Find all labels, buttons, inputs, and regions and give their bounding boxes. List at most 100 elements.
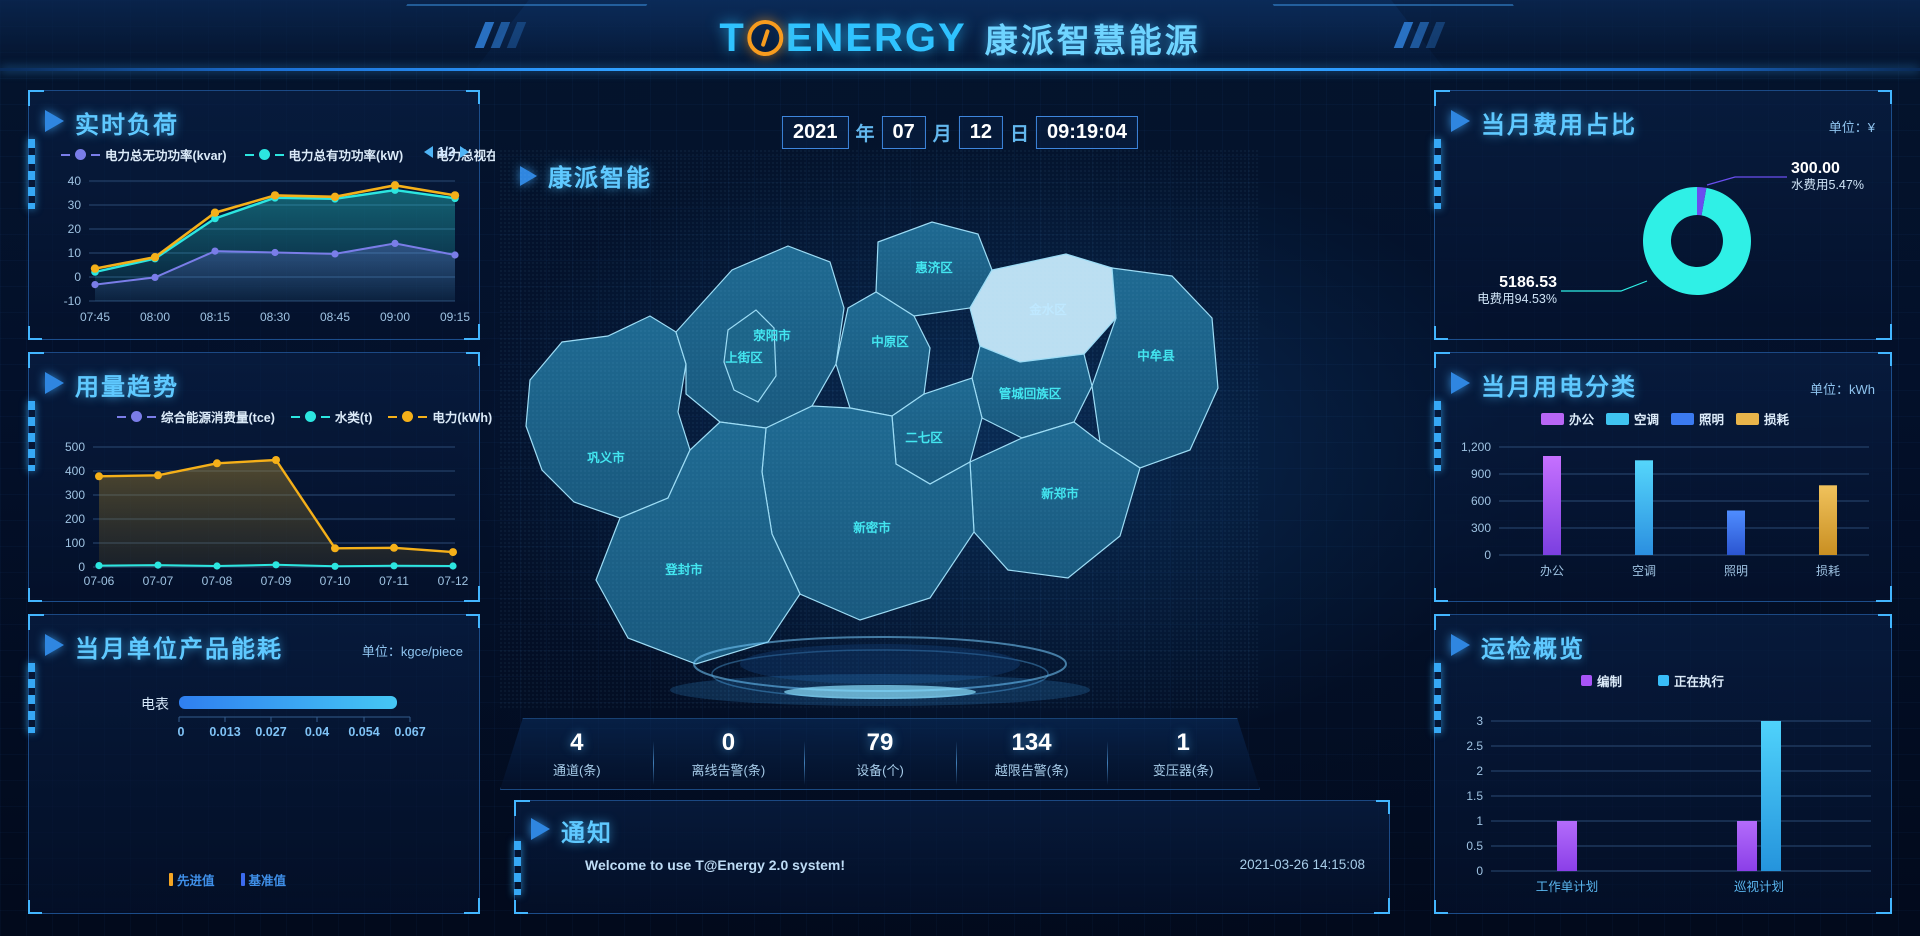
svg-text:07-11: 07-11 <box>379 574 409 588</box>
svg-text:1: 1 <box>1476 814 1483 828</box>
svg-text:-10: -10 <box>64 294 82 308</box>
svg-text:07-08: 07-08 <box>202 574 233 588</box>
map-label-shangjie: 上街区 <box>725 350 763 365</box>
pie-value-water: 300.00 <box>1791 160 1840 177</box>
legend-item-1[interactable]: 水类(t) <box>290 407 373 426</box>
chart-power-class: 1,200 900 600 300 0 办公 空调 照明 损耗 <box>1461 440 1869 578</box>
xtick-hvac: 空调 <box>1632 564 1656 578</box>
legend-item-lighting[interactable]: 照明 <box>1671 409 1724 428</box>
unit-energy-row-label: 电表 <box>141 696 169 712</box>
map-label-dengfeng: 登封市 <box>664 562 703 577</box>
svg-text:07-07: 07-07 <box>143 574 174 588</box>
svg-text:900: 900 <box>1471 467 1491 481</box>
xtick-patrol: 巡视计划 <box>1734 879 1784 894</box>
svg-text:600: 600 <box>1471 494 1491 508</box>
xtick-worksheet: 工作单计划 <box>1536 880 1599 894</box>
bar-office[interactable] <box>1543 456 1561 555</box>
panel-rail <box>1434 139 1441 209</box>
stat-value: 1 <box>1176 729 1190 756</box>
map-region-gongyi[interactable] <box>525 315 691 519</box>
map-label-zhongmou: 中牟县 <box>1137 348 1175 363</box>
xtick-office: 办公 <box>1540 563 1564 578</box>
stat-item-channels[interactable]: 4 通道(条) <box>501 729 653 779</box>
svg-text:09:15: 09:15 <box>440 310 470 324</box>
bar-loss[interactable] <box>1819 485 1837 555</box>
svg-text:40: 40 <box>68 174 82 188</box>
map-regions-group[interactable] <box>525 221 1219 665</box>
bar-patrol-drafted[interactable] <box>1737 821 1757 871</box>
stat-item-offline-alarms[interactable]: 0 离线告警(条) <box>652 729 805 785</box>
panel-title-realtime-load: 实时负荷 <box>75 112 179 139</box>
legend-item-loss[interactable]: 损耗 <box>1736 409 1789 428</box>
map-label-erqi: 二七区 <box>905 431 943 445</box>
legend-item-hvac[interactable]: 空调 <box>1606 409 1659 428</box>
stat-item-transformers[interactable]: 1 变压器(条) <box>1107 729 1259 785</box>
stat-value: 4 <box>570 729 584 756</box>
panel-usage-trend: 用量趋势 综合能源消费量(tce) 水类(t) 电力(kWh) <box>28 352 492 602</box>
svg-text:300: 300 <box>65 488 85 502</box>
map-label-huiji: 惠济区 <box>915 260 953 275</box>
bar-worksheet-drafted[interactable] <box>1557 821 1577 871</box>
panel-ops-overview: 运检概览 编制 正在执行 3 2.5 <box>1434 614 1892 914</box>
bar-patrol-executing[interactable] <box>1761 721 1781 871</box>
panel-title-unit-energy: 当月单位产品能耗 <box>75 636 283 663</box>
stat-label: 设备(个) <box>856 763 904 778</box>
svg-text:0.5: 0.5 <box>1466 839 1483 853</box>
legend-ops-overview: 编制 正在执行 <box>1581 671 1724 690</box>
legend-label-loss: 损耗 <box>1764 413 1790 427</box>
legend-label-advanced: 先进值 <box>177 874 215 888</box>
legend-label-hvac: 空调 <box>1634 413 1660 427</box>
legend-item-1[interactable]: 电力总有功功率(kW) <box>244 145 404 164</box>
header-decoration-right <box>1393 22 1446 48</box>
legend-item-baseline[interactable]: 基准值 <box>240 870 287 889</box>
unit-energy-bar <box>179 696 397 709</box>
svg-text:200: 200 <box>65 512 85 526</box>
legend-item-advanced[interactable]: 先进值 <box>169 870 215 889</box>
brand-name-en: T ENERGY <box>719 16 966 61</box>
legend-label-2: 电力(kWh) <box>432 411 493 425</box>
legend-item-executing[interactable]: 正在执行 <box>1658 671 1724 690</box>
bar-lighting[interactable] <box>1727 510 1745 556</box>
panel-arrow-icon <box>45 634 64 656</box>
legend-label-lighting: 照明 <box>1699 413 1725 427</box>
bar-hvac[interactable] <box>1635 460 1653 555</box>
svg-text:2: 2 <box>1476 764 1483 778</box>
pager-next-icon[interactable] <box>460 146 469 158</box>
svg-text:0: 0 <box>78 560 85 574</box>
brand-suffix: ENERGY <box>785 15 967 60</box>
chart-ops-overview: 3 2.5 2 1.5 1 0.5 0 工作单计划 巡视计划 <box>1466 714 1871 894</box>
brand-logo: T ENERGY 康派智慧能源 <box>719 14 1200 62</box>
panel-arrow-icon <box>1451 110 1470 132</box>
pager-prev-icon[interactable] <box>423 146 433 158</box>
stat-label: 变压器(条) <box>1152 763 1214 778</box>
svg-text:0.013: 0.013 <box>209 725 240 739</box>
panel-unit-energy: 当月单位产品能耗 单位：kgce/piece 电表 0 0.013 0.027 0.… <box>28 614 480 914</box>
legend-item-2[interactable]: 电力(kWh) <box>388 407 492 426</box>
pie-slice-water[interactable] <box>1697 187 1707 216</box>
notice-message[interactable]: Welcome to use T@Energy 2.0 system! <box>585 857 846 873</box>
legend-item-0[interactable]: 电力总无功功率(kvar) <box>61 145 227 164</box>
stat-label: 越限告警(条) <box>994 763 1069 778</box>
svg-text:10: 10 <box>68 246 82 260</box>
stat-item-devices[interactable]: 79 设备(个) <box>804 729 956 785</box>
region-map[interactable]: 巩义市 荥阳市 上街区 惠济区 中原区 金水区 中牟县 管城回族区 二七区 新密… <box>500 150 1260 710</box>
stat-item-limit-alarms[interactable]: 134 越限告警(条) <box>955 729 1108 785</box>
xtick-loss: 损耗 <box>1816 564 1840 578</box>
stat-value: 0 <box>721 729 736 756</box>
map-svg[interactable]: 巩义市 荥阳市 上街区 惠济区 中原区 金水区 中牟县 管城回族区 二七区 新密… <box>500 150 1260 710</box>
chart-cost-ratio: 300.00 水费用5.47% 5186.53 电费用94.53% <box>1477 160 1864 306</box>
svg-text:0: 0 <box>178 725 185 739</box>
legend-label-1: 电力总有功功率(kW) <box>288 149 404 163</box>
realtime-load-pager[interactable]: 1/2 <box>423 145 469 159</box>
legend-item-drafted[interactable]: 编制 <box>1581 671 1622 690</box>
legend-label-1: 水类(t) <box>334 411 373 425</box>
legend-label-executing: 正在执行 <box>1674 675 1725 689</box>
legend-item-office[interactable]: 办公 <box>1541 409 1594 428</box>
panel-rail <box>514 841 521 895</box>
legend-item-0[interactable]: 综合能源消费量(tce) <box>117 407 275 426</box>
unit-label-unit-energy: 单位：kgce/piece <box>361 644 463 659</box>
pie-slice-electricity[interactable] <box>1643 186 1752 295</box>
legend-label-baseline: 基准值 <box>248 874 287 888</box>
date-year-unit: 年 <box>855 124 875 145</box>
date-month: 07 <box>881 116 926 149</box>
